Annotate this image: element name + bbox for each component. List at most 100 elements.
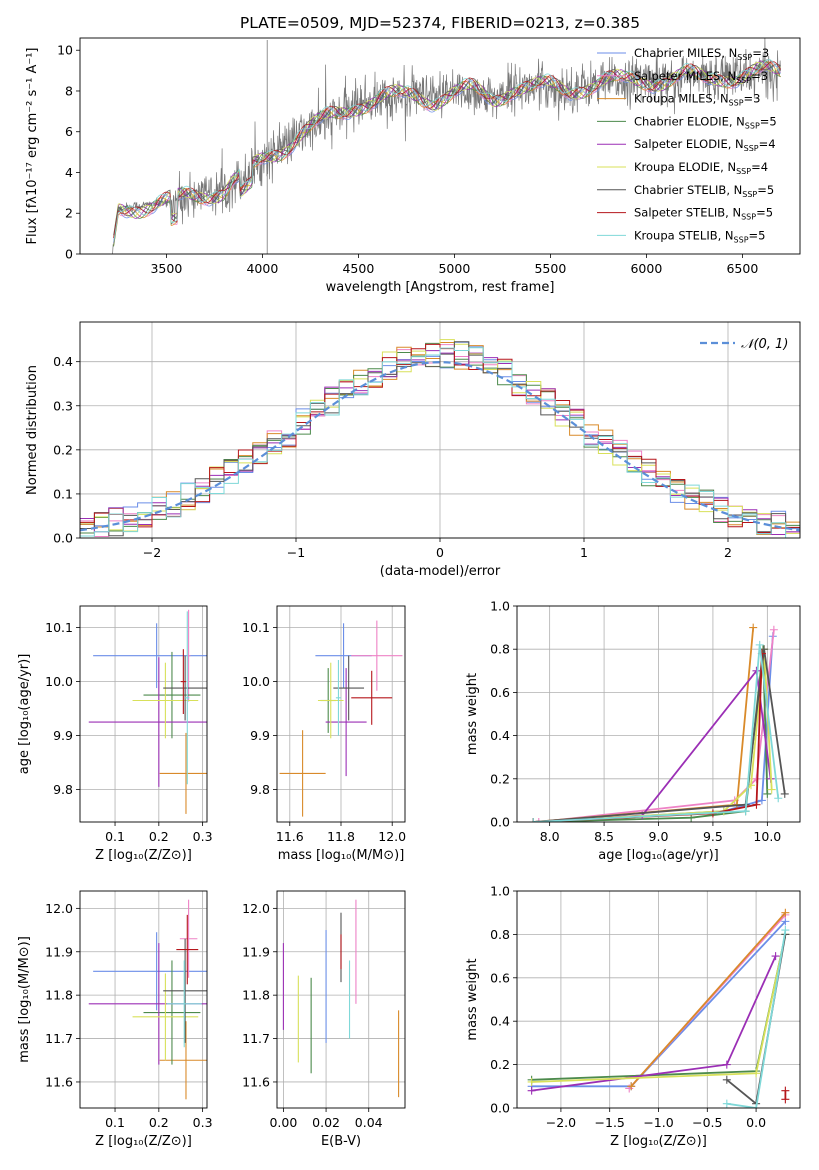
y-tick-label: 0.4	[490, 1014, 510, 1029]
y-tick-label: 10.1	[45, 620, 73, 635]
spectrum-title: PLATE=0509, MJD=52374, FIBERID=0213, z=0…	[240, 14, 640, 32]
x-tick-label: −0.5	[692, 1115, 722, 1130]
weight-marker	[752, 1069, 761, 1078]
plot-area	[88, 899, 207, 1100]
y-axis-label: age [log₁₀(age/yr)]	[17, 654, 32, 775]
y-tick-label: 10.0	[45, 674, 73, 689]
y-tick-label: 0.2	[490, 1057, 510, 1072]
weight-series-8	[533, 644, 780, 822]
weight_vs_z-axes: −2.0 −1.5 −1.0 −0.5 0.0 0.0 0.2 0.4 0.6 0.8 1.0 Z […	[465, 884, 801, 1149]
x-tick-label: 0	[436, 545, 444, 560]
weight-marker	[781, 1095, 790, 1104]
legend-entry: Chabrier STELIB, NSSP=5	[634, 183, 774, 199]
y-tick-label: 6	[65, 124, 73, 139]
weight-marker	[534, 818, 543, 822]
y-tick-label: 0	[65, 247, 73, 262]
ticks: −2 −1 0 1 2 0.0 0.1 0.2 0.3 0.4	[53, 354, 732, 560]
y-tick-label: 0.6	[490, 685, 510, 700]
x-tick-label: 0.3	[193, 829, 213, 844]
y-tick-label: 11.8	[45, 988, 73, 1003]
weight-series-6	[533, 649, 786, 822]
axes-frame	[79, 37, 801, 255]
weight-series-2	[630, 912, 787, 1087]
legend-entry: Salpeter ELODIE, NSSP=4	[634, 137, 776, 153]
plot-area	[527, 908, 790, 1108]
ticks: 0.00 0.02 0.04 11.6 11.7 11.8 11.9 12.0	[242, 901, 383, 1130]
y-tick-label: 9.9	[53, 728, 73, 743]
weight-marker	[780, 789, 789, 798]
y-tick-label: 12.0	[242, 901, 270, 916]
x-axis-label: Z [log₁₀(Z/Z⊙)]	[610, 1134, 707, 1149]
x-tick-label: 9.5	[703, 829, 723, 844]
errorbar-point-2	[279, 730, 326, 817]
weight-marker	[771, 952, 780, 961]
x-tick-label: 4500	[342, 261, 374, 276]
plot-area	[529, 623, 789, 822]
y-tick-label: 4	[65, 165, 73, 180]
x-axis-label: (data-model)/error	[380, 564, 501, 579]
ticks: 0.1 0.2 0.3 9.8 9.9 10.0 10.1	[45, 620, 212, 844]
legend-entry: Salpeter MILES, NSSP=3	[634, 69, 768, 85]
y-axis-label: Normed distribution	[25, 365, 40, 495]
x-tick-label: 6500	[726, 261, 758, 276]
weight-marker	[752, 1104, 761, 1108]
y-tick-label: 0.1	[53, 486, 73, 501]
x-tick-label: 11.8	[327, 829, 355, 844]
x-axis-label: E(B-V)	[321, 1134, 361, 1149]
errorbar-point-8	[335, 660, 341, 736]
errorbar-point-2	[159, 732, 207, 814]
y-tick-label: 9.8	[53, 782, 73, 797]
weight-marker	[763, 789, 772, 798]
weight-marker	[527, 1077, 536, 1086]
weight-marker	[769, 625, 778, 634]
x-tick-label: 6000	[630, 261, 662, 276]
x-tick-label: 5000	[438, 261, 470, 276]
x-tick-label: 0.0	[746, 1115, 766, 1130]
weight-marker	[781, 926, 790, 935]
weight-marker	[722, 1075, 731, 1084]
ticks: 8.0 8.5 9.0 9.5 10.0 0.0 0.2 0.4 0.6 0.8 1.0	[490, 599, 781, 845]
weight-series-4	[531, 955, 777, 1092]
errorbar-point-2	[159, 1021, 207, 1100]
ticks: −2.0 −1.5 −1.0 −0.5 0.0 0.0 0.2 0.4 0.6 0.8 1.0	[490, 884, 766, 1131]
x-tick-label: 0.00	[269, 1115, 297, 1130]
axes-frame	[79, 890, 208, 1109]
weight-marker	[760, 645, 769, 654]
x-tick-label: 12.0	[378, 829, 406, 844]
y-tick-label: 0.8	[490, 927, 510, 942]
x-tick-label: 0.2	[149, 829, 169, 844]
y-tick-label: 8	[65, 83, 73, 98]
normal-reference-curve	[80, 360, 800, 532]
errorbar-point-3	[143, 651, 201, 739]
y-tick-label: 9.9	[250, 728, 270, 743]
legend-entry: Kroupa MILES, NSSP=3	[634, 92, 760, 108]
weight-marker	[781, 1086, 790, 1095]
weight-marker	[752, 800, 761, 809]
x-tick-label: −2.0	[546, 1115, 576, 1130]
x-tick-label: 0.02	[312, 1115, 340, 1130]
plot-area	[111, 38, 781, 254]
y-tick-label: 11.7	[45, 1031, 73, 1046]
x-tick-label: 9.0	[649, 829, 669, 844]
y-tick-label: 10	[57, 43, 73, 58]
y-axis-label: Flux [fλ10⁻¹⁷ erg cm⁻² s⁻¹ A⁻¹]	[25, 48, 40, 245]
mass_vs_z-axes: 0.1 0.2 0.3 11.6 11.7 11.8 11.9 12.0 Z [log₁₀(Z/…	[17, 890, 213, 1149]
x-tick-label: 2	[724, 545, 732, 560]
y-tick-label: 11.9	[45, 944, 73, 959]
errorbar-point-7	[180, 649, 186, 714]
legend-entry: Chabrier MILES, NSSP=3	[634, 46, 769, 62]
y-axis-label: mass weight	[465, 673, 480, 755]
y-axis-label: mass weight	[465, 958, 480, 1040]
model-spectrum-6	[113, 63, 781, 236]
plot-area	[282, 899, 400, 1098]
y-tick-label: 11.6	[45, 1074, 73, 1089]
weight-series-7	[533, 653, 763, 822]
x-axis-label: age [log₁₀(age/yr)]	[598, 848, 719, 863]
errorbar-point-4	[88, 943, 207, 1065]
axes-frame	[516, 890, 801, 1109]
errorbar-point-4	[88, 657, 207, 787]
x-tick-label: 1	[580, 545, 588, 560]
mass_vs_ebv-axes: 0.00 0.02 0.04 11.6 11.7 11.8 11.9 12.0 E(B-V)	[242, 890, 406, 1149]
x-tick-label: 10.0	[753, 829, 781, 844]
observed-spectrum	[111, 38, 781, 254]
